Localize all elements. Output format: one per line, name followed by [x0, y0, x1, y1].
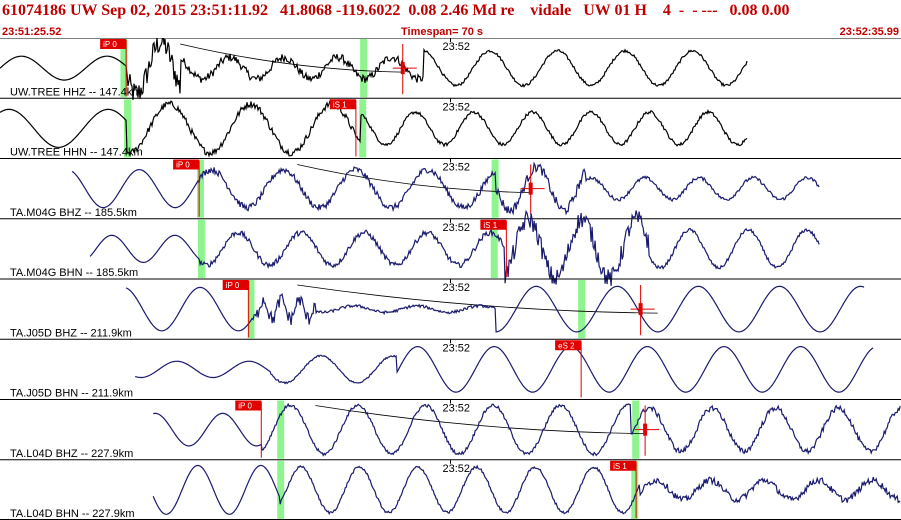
phase-pick-flag [235, 400, 262, 411]
pick-window [578, 280, 586, 339]
station-label: TA.J05D BHN -- 211.9km [10, 388, 133, 400]
phase-pick-flag [555, 340, 582, 351]
pick-window [277, 400, 285, 459]
waveform [135, 345, 874, 393]
minute-label: 23:52 [443, 282, 471, 294]
pick-window [277, 460, 285, 519]
coda-curve [297, 164, 531, 194]
waveform [71, 161, 820, 216]
pick-window [631, 460, 639, 519]
station-label: UW.TREE HHN -- 147.4km [10, 147, 143, 159]
pick-window [490, 219, 498, 278]
pick-window [491, 159, 499, 218]
phase-pick-label: iP 0 [103, 40, 117, 49]
trace-row: iP 0 23:52 TA.L04D BHZ -- 227.9km [0, 399, 901, 460]
minute-label: 23:52 [443, 463, 471, 475]
coda-curve [315, 405, 646, 435]
trace-row: iP 0 23:52 TA.J05D BHZ -- 211.9km [0, 278, 901, 339]
phase-pick-label: iS 1 [613, 462, 627, 471]
event-summary: 61074186 UW Sep 02, 2015 23:51:11.92 41.… [2, 2, 790, 19]
waveform [0, 38, 748, 100]
minute-label: 23:52 [443, 162, 471, 174]
minute-label: 23:52 [443, 222, 471, 234]
station-label: TA.M04G BHZ -- 185.5km [10, 207, 137, 219]
pick-window [124, 99, 132, 158]
phase-pick-label: iP 0 [238, 402, 252, 411]
minute-label: 23:52 [443, 403, 471, 415]
station-label: TA.L04D BHN -- 227.9km [10, 508, 135, 520]
trace-row: iS 1 23:52 UW.TREE HHN -- 147.4km [0, 97, 901, 159]
phase-pick-flag [329, 99, 356, 110]
station-label: UW.TREE HHZ -- 147.4km [10, 86, 141, 98]
phase-pick-label: iS 1 [333, 100, 347, 109]
minute-label: 23:52 [443, 101, 471, 113]
pick-window [197, 159, 205, 218]
trace-row: iS 1 23:52 TA.L04D BHN -- 227.9km [0, 459, 901, 520]
minute-label: 23:52 [443, 342, 471, 354]
coda-curve [297, 284, 658, 314]
start-time: 23:51:25.52 [2, 26, 62, 38]
waveform [152, 464, 901, 516]
phase-pick-flag [222, 280, 249, 290]
waveform [89, 209, 820, 286]
waveform [0, 99, 748, 158]
station-label: TA.M04G BHN -- 185.5km [10, 267, 138, 279]
phase-pick-flag [610, 460, 637, 471]
coda-curve [180, 43, 403, 73]
pick-window [120, 39, 128, 98]
phase-pick-label: eS 2 [558, 341, 575, 350]
trace-row: iS 1 23:52 TA.M04G BHN -- 185.5km [0, 209, 901, 286]
phase-pick-label: iP 0 [176, 161, 190, 170]
minute-label: 23:52 [443, 41, 471, 53]
seismogram-panel[interactable]: iP 0 23:52 UW.TREE HHZ -- 147.4km iS 1 23:52… [0, 38, 901, 520]
phase-pick-label: iS 1 [483, 221, 497, 230]
phase-pick-flag [173, 159, 200, 170]
pick-window [197, 219, 205, 278]
trace-row: iP 0 23:52 UW.TREE HHZ -- 147.4km [0, 38, 901, 100]
waveform [125, 285, 865, 333]
event-header: 61074186 UW Sep 02, 2015 23:51:11.92 41.… [0, 0, 901, 38]
timespan-label: Timespan= 70 s [401, 26, 484, 38]
trace-row: iP 0 23:52 TA.M04G BHZ -- 185.5km [0, 158, 901, 219]
trace-row: eS 2 23:52 TA.J05D BHN -- 211.9km [0, 338, 901, 400]
pick-window [359, 99, 367, 158]
phase-pick-label: iP 0 [226, 281, 240, 290]
station-label: TA.L04D BHZ -- 227.9km [10, 448, 133, 460]
phase-pick-flag [480, 219, 507, 230]
pick-window [360, 39, 368, 98]
waveform [153, 402, 901, 457]
station-label: TA.J05D BHZ -- 211.9km [10, 327, 132, 339]
end-time: 23:52:35.99 [839, 26, 899, 38]
pick-window [247, 280, 255, 339]
phase-pick-flag [100, 39, 127, 49]
